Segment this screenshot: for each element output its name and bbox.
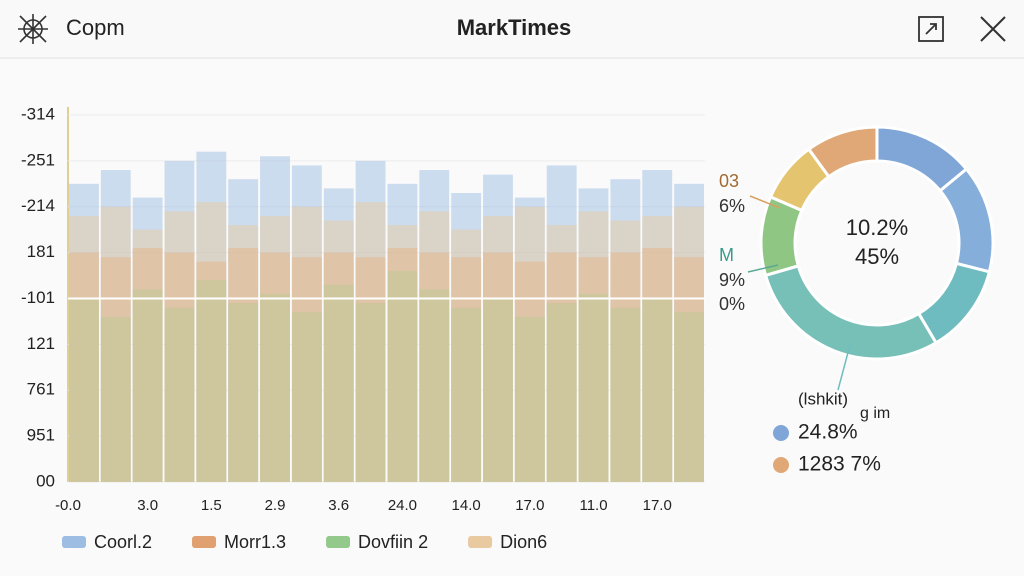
leader-line	[747, 264, 779, 273]
y-tick-label: 181	[27, 242, 55, 261]
app-name: Copm	[66, 15, 125, 40]
bar	[291, 206, 322, 482]
bar	[451, 229, 482, 482]
x-tick-label: 17.0	[515, 497, 544, 514]
restore-button[interactable]	[918, 16, 944, 42]
x-tick-label: 3.0	[137, 497, 158, 514]
bar	[610, 220, 641, 482]
window-title: MarkTimes	[457, 15, 572, 40]
bar	[483, 215, 513, 483]
x-tick-label: 3.6	[328, 497, 349, 514]
annotation: 9%	[719, 270, 745, 290]
legend-dot	[773, 457, 789, 473]
bar	[100, 206, 131, 482]
legend-swatch	[468, 536, 493, 548]
legend-swatch	[192, 536, 217, 548]
y-tick-label: -251	[21, 150, 55, 169]
legend-note: g im	[860, 405, 890, 422]
bar	[260, 215, 290, 483]
legend-label: 24.8%	[798, 421, 858, 444]
bar	[642, 215, 673, 483]
y-tick-label: 761	[27, 380, 55, 399]
x-tick-label: 24.0	[388, 497, 417, 514]
plot: -314 -251 -214 181 -101 121 761 951 00-0.0 3.0 1.5…	[21, 104, 705, 552]
x-tick-label: 17.0	[643, 497, 672, 514]
y-tick-label: 121	[27, 334, 55, 353]
center-label: 10.2%	[846, 215, 908, 240]
center-label: 45%	[855, 244, 899, 269]
bar	[514, 206, 545, 482]
bar	[196, 202, 227, 482]
title-bar	[0, 0, 1024, 58]
legend-label: Dion6	[500, 532, 547, 552]
y-tick-label: -214	[21, 196, 55, 215]
bar	[546, 225, 577, 482]
legend-label: Dovfiin 2	[358, 532, 428, 552]
legend-label: Coorl.2	[94, 532, 152, 552]
bar	[164, 211, 195, 482]
y-tick-label: -101	[21, 288, 55, 307]
legend-title: (lshkit)	[798, 389, 848, 408]
legend-label: 1283 7%	[798, 453, 881, 476]
y-tick-label: 00	[36, 471, 55, 490]
app-icon	[18, 14, 48, 44]
bar	[674, 206, 704, 482]
legend-label: Morr1.3	[224, 532, 286, 552]
legend-dot	[773, 425, 789, 441]
bar	[69, 215, 99, 483]
x-tick-label: 14.0	[452, 497, 481, 514]
legend-swatch	[62, 536, 86, 548]
legend-swatch	[326, 536, 351, 548]
bar	[323, 220, 354, 482]
bar	[132, 229, 163, 482]
x-tick-label: 11.0	[579, 497, 607, 514]
donut-segment	[806, 125, 879, 179]
annotation: 03	[719, 171, 739, 191]
bar	[355, 202, 386, 482]
bar	[387, 225, 418, 482]
annotation: M	[719, 245, 734, 265]
bar	[419, 211, 450, 482]
x-tick-label: -0.0	[55, 497, 81, 514]
close-button[interactable]	[980, 16, 1006, 42]
leader-line	[837, 344, 851, 391]
x-tick-label: 2.9	[265, 497, 286, 514]
bar	[578, 211, 609, 482]
y-tick-label: -314	[21, 104, 55, 123]
annotation: 6%	[719, 196, 745, 216]
leader-line	[749, 195, 781, 209]
x-tick-label: 1.5	[201, 497, 222, 514]
annotation: 0%	[719, 294, 745, 314]
bar	[228, 225, 259, 482]
y-tick-label: 951	[27, 426, 55, 445]
